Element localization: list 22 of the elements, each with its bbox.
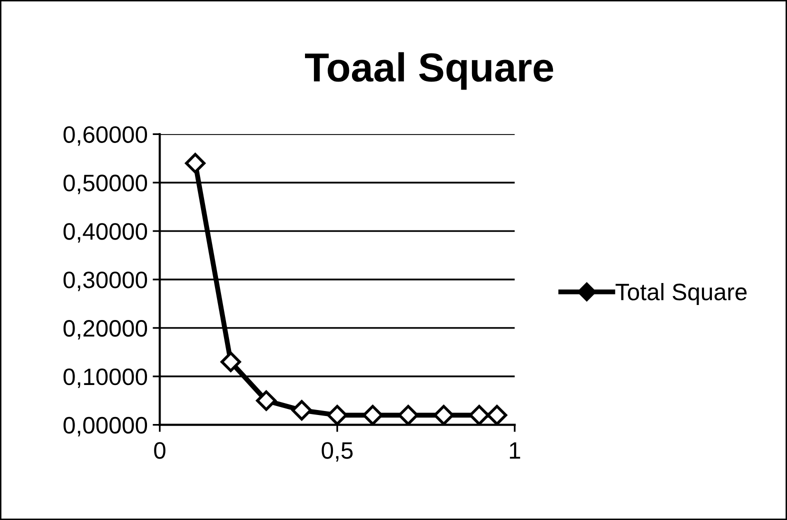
x-tick-label: 0,5	[322, 442, 353, 462]
y-tick-label: 0,10000	[64, 368, 148, 388]
y-tick-label: 0,20000	[64, 320, 148, 340]
y-tick-label: 0,00000	[64, 416, 148, 436]
point	[486, 404, 508, 425]
y-tick-label: 0,40000	[64, 223, 148, 243]
point	[220, 352, 241, 372]
y-tick-label: 0,60000	[64, 126, 148, 146]
point	[256, 390, 276, 411]
y-tick-label: 0,50000	[64, 174, 148, 194]
point	[468, 404, 490, 425]
x-tick-label: 0	[154, 442, 166, 459]
y-tick-label: 0,30000	[64, 272, 148, 292]
point	[327, 404, 348, 425]
point	[433, 404, 454, 425]
legend-label: Total Square	[616, 283, 747, 306]
point	[362, 404, 383, 425]
point	[292, 400, 312, 421]
point	[398, 404, 418, 425]
x-tick-label: 1	[510, 442, 520, 459]
chart-title: Toaal Square	[304, 52, 554, 90]
point	[185, 153, 206, 174]
